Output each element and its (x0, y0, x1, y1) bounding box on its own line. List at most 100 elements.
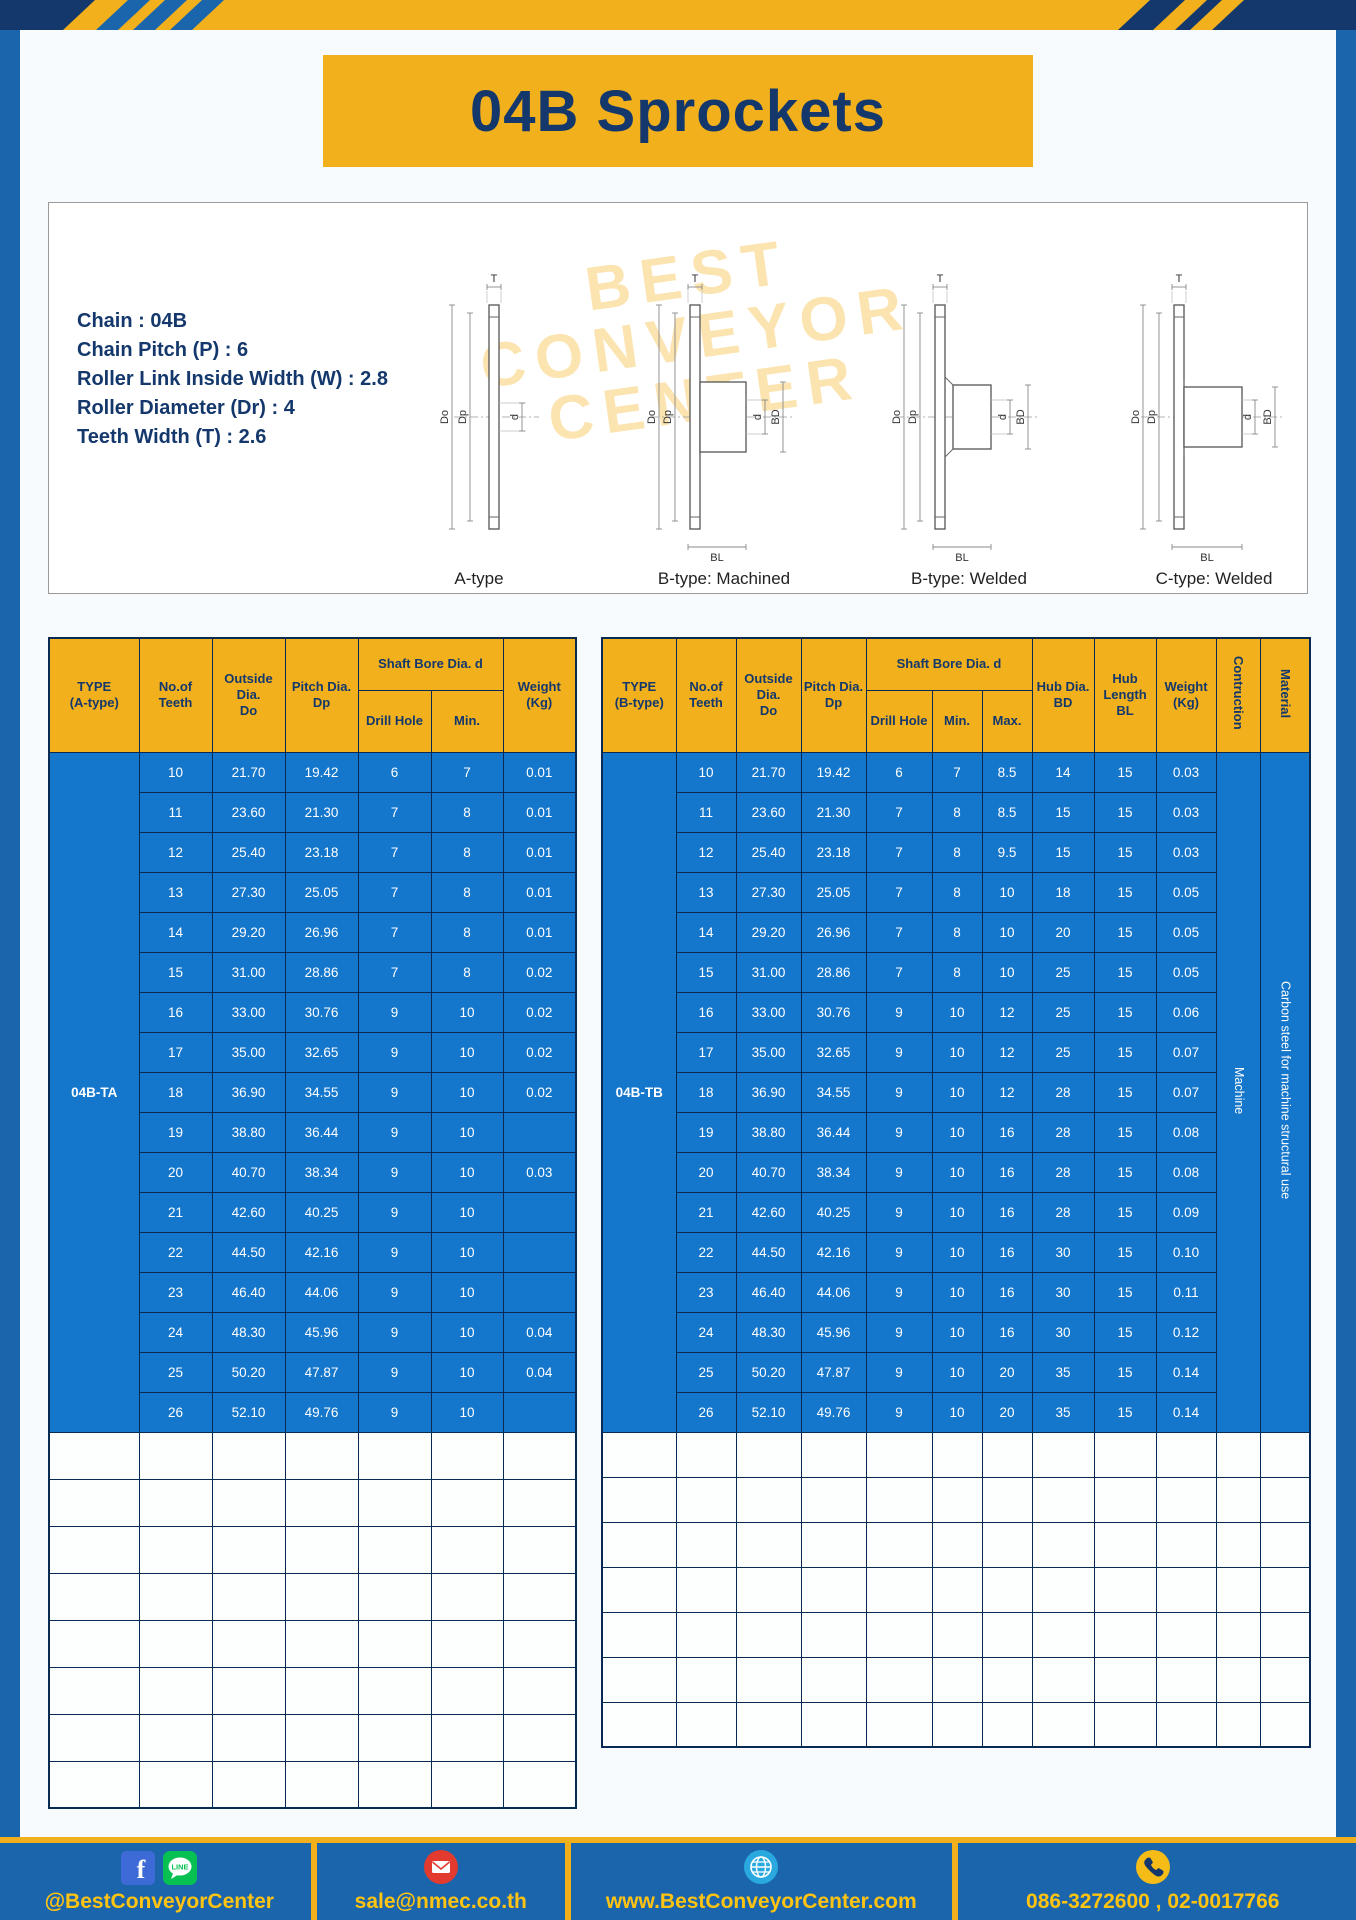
empty-cell (931, 1611, 983, 1658)
data-cell: 44.06 (284, 1271, 359, 1313)
footer-text[interactable]: 086-3272600 , 02-0017766 (1026, 1890, 1280, 1913)
column-header: Material (1259, 637, 1311, 753)
empty-cell (1093, 1521, 1157, 1568)
data-cell: 8.5 (981, 751, 1033, 793)
line-icon[interactable]: LINE (163, 1850, 198, 1890)
data-cell: 8 (931, 871, 983, 913)
data-cell: 44.50 (735, 1231, 802, 1273)
dim-label: d (1242, 414, 1254, 420)
data-cell: 40.25 (284, 1191, 359, 1233)
data-cell: 16 (981, 1271, 1033, 1313)
data-cell: 29.20 (735, 911, 802, 953)
data-cell: 15 (1093, 1071, 1157, 1113)
globe-icon[interactable] (743, 1849, 779, 1890)
data-cell: 25 (1031, 951, 1095, 993)
empty-cell (735, 1476, 802, 1523)
table-row: 21 42.60 40.25 9 10 (49, 1191, 577, 1233)
data-cell: 20 (981, 1351, 1033, 1393)
data-cell: 25 (1031, 991, 1095, 1033)
data-cell: 14 (675, 911, 737, 953)
data-cell: 10 (931, 1351, 983, 1393)
data-cell: 35.00 (735, 1031, 802, 1073)
column-header: Pitch Dia. Dp (284, 637, 359, 753)
data-cell: 10 (430, 1151, 504, 1193)
data-cell: 0.03 (1155, 791, 1217, 833)
data-cell: 30 (1031, 1231, 1095, 1273)
empty-cell (211, 1619, 286, 1668)
diagram-caption: C-type: Welded (1155, 569, 1273, 588)
facebook-icon[interactable]: f (121, 1850, 156, 1890)
column-header: Outside Dia. Do (211, 637, 286, 753)
footer-text[interactable]: www.BestConveyorCenter.com (605, 1890, 917, 1913)
data-cell: 15 (1031, 791, 1095, 833)
footer-text[interactable]: @BestConveyorCenter (44, 1890, 274, 1913)
data-cell: 0.03 (1155, 831, 1217, 873)
data-cell: 28 (1031, 1151, 1095, 1193)
data-cell: 9 (357, 1391, 432, 1433)
footer-text[interactable]: sale@nmec.co.th (354, 1890, 527, 1913)
column-header: Weight (Kg) (502, 637, 577, 753)
data-cell: 10 (430, 991, 504, 1033)
data-cell: 6 (357, 751, 432, 793)
empty-cell (1093, 1701, 1157, 1748)
table-row: 13 27.30 25.05 7 8 10 18 15 0.05 (602, 871, 1310, 913)
data-cell: 10 (430, 1351, 504, 1393)
empty-cell (502, 1478, 577, 1527)
data-cell: 8 (931, 831, 983, 873)
empty-cell (1155, 1611, 1217, 1658)
empty-row (48, 1431, 577, 1480)
table-row: 17 35.00 32.65 9 10 12 25 15 0.07 (602, 1031, 1310, 1073)
data-cell: 40.25 (800, 1191, 867, 1233)
data-cell: 35 (1031, 1391, 1095, 1433)
empty-cell (1215, 1431, 1261, 1478)
email-icon[interactable] (423, 1849, 459, 1890)
empty-cell (1259, 1521, 1311, 1568)
data-cell: 30 (1031, 1311, 1095, 1353)
spec-line: Teeth Width (T) : 2.6 (77, 426, 267, 448)
empty-cell (284, 1478, 359, 1527)
data-cell: 0.02 (502, 991, 577, 1033)
empty-cell (430, 1572, 504, 1621)
empty-cell (357, 1478, 432, 1527)
data-cell: 8 (430, 871, 504, 913)
data-cell: 10 (430, 1031, 504, 1073)
table-b-type: TYPE (B-type) No.of Teeth Outside Dia. Do P… (601, 637, 1312, 1748)
empty-cell (211, 1478, 286, 1527)
data-cell: 18 (138, 1071, 213, 1113)
data-cell: 0.05 (1155, 911, 1217, 953)
data-cell: 38.80 (735, 1111, 802, 1153)
data-cell: 29.20 (211, 911, 286, 953)
dim-label: d (509, 414, 521, 420)
dim-label: T (937, 273, 944, 285)
data-cell: 34.55 (284, 1071, 359, 1113)
data-cell: 9 (865, 991, 933, 1033)
data-cell: 0.07 (1155, 1071, 1217, 1113)
data-cell (502, 1231, 577, 1273)
data-cell: 0.02 (502, 1071, 577, 1113)
data-cell: 12 (981, 1071, 1033, 1113)
data-cell: 42.60 (735, 1191, 802, 1233)
column-header: Outside Dia. Do (735, 637, 802, 753)
spec-line: Roller Link Inside Width (W) : 2.8 (77, 368, 388, 390)
empty-cell (284, 1760, 359, 1809)
phone-icon[interactable] (1135, 1849, 1171, 1890)
column-header: Drill Hole (357, 689, 432, 753)
data-cell: 15 (1093, 791, 1157, 833)
diagram-caption: B-type: Welded (911, 569, 1027, 588)
data-cell: 7 (357, 951, 432, 993)
data-cell: 10 (430, 1391, 504, 1433)
data-cell: 8 (931, 951, 983, 993)
empty-cell (1259, 1656, 1311, 1703)
empty-cell (800, 1566, 867, 1613)
empty-cell (284, 1713, 359, 1762)
data-cell: 50.20 (735, 1351, 802, 1393)
data-cell: 48.30 (211, 1311, 286, 1353)
empty-cell (865, 1701, 933, 1748)
empty-cell (601, 1566, 677, 1613)
data-cell: 30 (1031, 1271, 1095, 1313)
data-cell: 8.5 (981, 791, 1033, 833)
top-decor-bar (0, 0, 1356, 30)
empty-cell (284, 1431, 359, 1480)
data-cell: 14 (138, 911, 213, 953)
data-cell: 30.76 (800, 991, 867, 1033)
